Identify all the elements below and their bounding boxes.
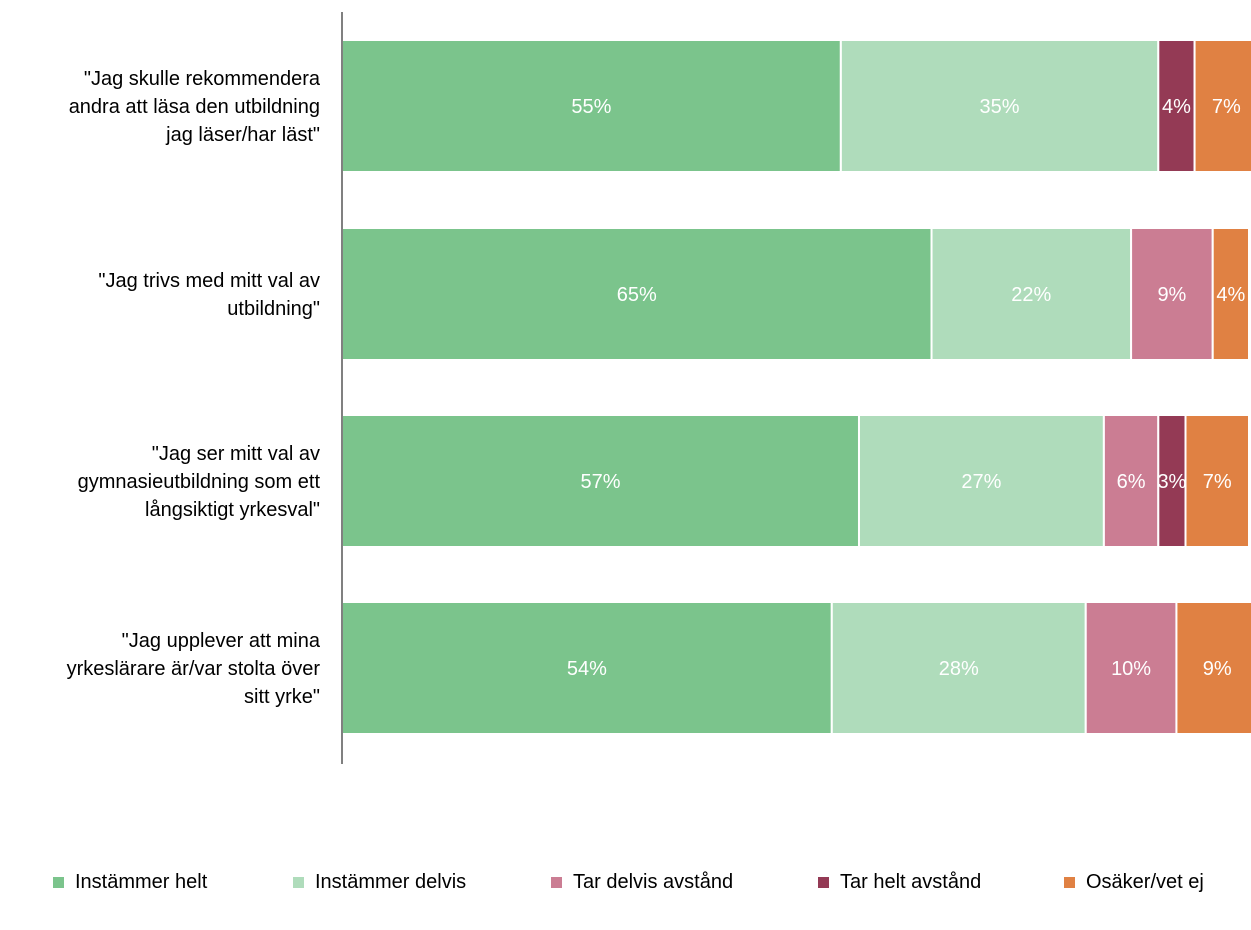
legend-swatch [53,877,64,888]
bar-value-label: 27% [961,471,1001,493]
bar-value-label: 3% [1157,471,1186,493]
category-label: "Jag ser mitt val av [152,443,320,465]
category-label: "Jag skulle rekommendera [84,68,321,90]
legend-swatch [1064,877,1075,888]
category-label: sitt yrke" [244,686,320,708]
category-label: utbildning" [227,298,320,320]
category-label: yrkeslärare är/var stolta över [67,658,321,680]
bar-value-label: 35% [980,96,1020,118]
legend-label: Osäker/vet ej [1086,871,1204,893]
bar-value-label: 7% [1203,471,1232,493]
legend: Instämmer helt Instämmer delvis Tar delvis… [53,871,1204,893]
category-label: andra att läsa den utbildning [69,96,320,118]
legend-swatch [293,877,304,888]
bar-segment [839,39,1160,173]
bar-value-label: 54% [567,658,607,680]
bar-segment [930,227,1133,361]
bar-value-label: 28% [939,658,979,680]
bar-segment [830,601,1087,735]
bar-segment [1130,227,1214,361]
legend-label: Tar delvis avstånd [573,871,733,893]
bar-segment [1102,414,1160,548]
bar-value-label: 9% [1157,284,1186,306]
bar-segment [341,39,842,173]
bar-segment [1157,39,1196,173]
bar-segment [1193,39,1251,173]
legend-label: Instämmer helt [75,871,208,893]
bar-segment [857,414,1105,548]
bar-value-label: 4% [1216,284,1245,306]
bar-segment [341,601,833,735]
bar-value-label: 7% [1212,96,1241,118]
category-label: jag läser/har läst" [165,124,320,146]
bar-segment [1211,227,1250,361]
bar-value-label: 22% [1011,284,1051,306]
category-label: långsiktigt yrkesval" [145,499,320,521]
legend-swatch [551,877,562,888]
bars-layer: 55% 35% 4% 7% 65% 22% 9% 4% 57% 27% 6% 3% 7% 54% 28% 10… [341,39,1251,735]
category-label: "Jag upplever att mina [122,630,321,652]
bar-value-label: 65% [617,284,657,306]
legend-label: Instämmer delvis [315,871,466,893]
bar-segment [1157,414,1187,548]
bar-value-label: 4% [1162,96,1191,118]
bar-value-label: 6% [1117,471,1146,493]
bar-segment [341,227,933,361]
bar-segment [1175,601,1251,735]
category-labels: "Jag skulle rekommendera andra att läsa d… [67,68,321,708]
legend-swatch [818,877,829,888]
bar-value-label: 55% [571,96,611,118]
category-label: gymnasieutbildning som ett [78,471,321,493]
bar-segment [1184,414,1251,548]
bar-value-label: 57% [580,471,620,493]
legend-label: Tar helt avstånd [840,871,981,893]
category-label: "Jag trivs med mitt val av [98,270,320,292]
bar-value-label: 9% [1203,658,1232,680]
bar-value-label: 10% [1111,658,1151,680]
